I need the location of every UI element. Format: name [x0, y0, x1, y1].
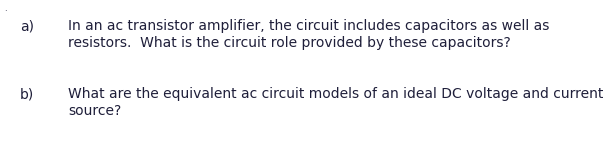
Text: What are the equivalent ac circuit models of an ideal DC voltage and current: What are the equivalent ac circuit model…: [68, 87, 603, 101]
Text: source?: source?: [68, 104, 121, 118]
Text: In an ac transistor amplifier, the circuit includes capacitors as well as: In an ac transistor amplifier, the circu…: [68, 19, 549, 33]
Text: b): b): [20, 87, 34, 101]
Text: .: .: [4, 4, 7, 13]
Text: a): a): [20, 19, 34, 33]
Text: resistors.  What is the circuit role provided by these capacitors?: resistors. What is the circuit role prov…: [68, 36, 511, 50]
